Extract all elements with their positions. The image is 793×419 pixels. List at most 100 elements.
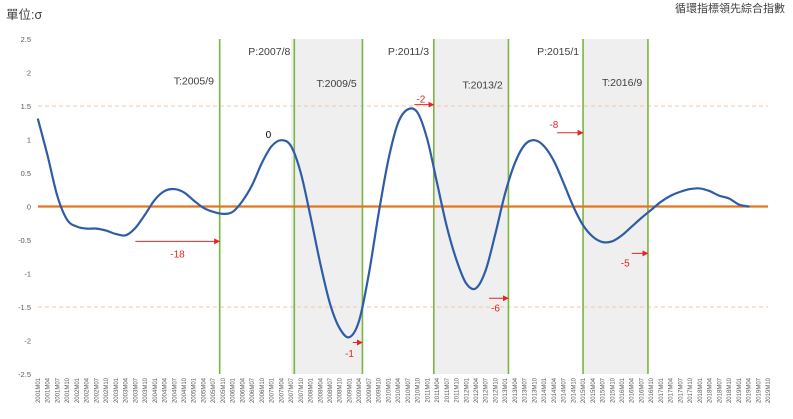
x-tick-label: 2016M01 (620, 377, 626, 403)
x-tick-label: 2017M10 (688, 377, 694, 403)
x-tick-label: 2018M10 (727, 377, 733, 403)
x-tick-label: 2015M04 (591, 377, 597, 403)
x-tick-label: 2011M01 (425, 377, 431, 402)
x-tick-label: 2001M04 (46, 377, 52, 403)
x-tick-label: 2019M07 (756, 377, 762, 403)
x-tick-label: 2012M04 (474, 377, 480, 403)
x-tick-label: 2015M01 (581, 377, 587, 403)
series-group (36, 107, 750, 339)
y-tick-label: 0.5 (21, 169, 31, 178)
x-tick-label: 2009M07 (367, 377, 373, 403)
x-tick-label: 2017M01 (659, 377, 665, 403)
x-tick-label: 2012M10 (493, 377, 499, 403)
x-tick-label: 2001M01 (36, 377, 42, 403)
x-tick-label: 2019M10 (766, 377, 772, 403)
x-tick-label: 2010M10 (416, 377, 422, 403)
y-tick-label: 2 (27, 69, 31, 78)
x-tick-label: 2013M01 (503, 377, 509, 403)
cycle-label: T:2013/2 (462, 80, 502, 92)
x-tick-label: 2004M07 (172, 377, 178, 403)
x-tick-label: 2011M10 (455, 377, 461, 402)
x-tick-label: 2011M07 (445, 377, 451, 402)
x-tick-label: 2009M01 (347, 377, 353, 403)
y-axis: 2.5 2 1.5 1 0.5 0 -0.5 -1 -1.5 -2 -2.5 (18, 35, 31, 379)
x-tick-label: 2010M07 (406, 377, 412, 403)
cycle-label: T:2016/9 (602, 77, 642, 89)
x-tick-label: 2002M10 (104, 377, 110, 403)
x-tick-label: 2007M10 (299, 377, 305, 403)
x-tick-label: 2014M10 (571, 377, 577, 403)
x-tick-label: 2009M10 (377, 377, 383, 403)
x-tick-label: 2003M04 (124, 377, 130, 403)
x-tick-label: 2005M07 (211, 377, 217, 403)
x-tick-label: 2001M10 (65, 377, 71, 403)
x-tick-label: 2014M01 (542, 377, 548, 403)
lead-label: 0 (266, 130, 272, 141)
y-tick-label: 1 (27, 136, 31, 145)
x-tick-label: 2017M04 (669, 377, 675, 403)
x-tick-label: 2017M07 (678, 377, 684, 403)
y-tick-label: -0.5 (18, 236, 31, 245)
x-tick-label: 2007M01 (270, 377, 276, 403)
x-tick-label: 2011M04 (435, 377, 441, 402)
y-tick-label: -2.5 (18, 370, 31, 379)
x-tick-label: 2008M07 (328, 377, 334, 403)
x-tick-label: 2018M04 (708, 377, 714, 403)
chart-title: 循環指標領先綜合指數 (675, 1, 785, 15)
x-tick-label: 2010M01 (386, 377, 392, 403)
lead-label: -8 (549, 120, 558, 131)
y-tick-label: -1 (24, 270, 31, 279)
x-tick-label: 2018M01 (698, 377, 704, 403)
y-tick-label: -1.5 (18, 303, 31, 312)
cycle-label: P:2011/3 (388, 46, 429, 58)
lead-label: -6 (491, 303, 500, 314)
cycle-label: T:2009/5 (316, 78, 356, 90)
x-tick-label: 2008M01 (309, 377, 315, 403)
x-tick-label: 2005M04 (201, 377, 207, 403)
x-tick-label: 2012M07 (484, 377, 490, 403)
x-tick-label: 2015M07 (601, 377, 607, 403)
x-tick-label: 2013M10 (532, 377, 538, 403)
lead-label: -1 (345, 349, 354, 360)
x-tick-label: 2009M04 (357, 377, 363, 403)
x-tick-label: 2013M04 (513, 377, 519, 403)
y-tick-label: -2 (24, 337, 31, 346)
x-tick-label: 2016M04 (630, 377, 636, 403)
lead-label: -5 (621, 258, 630, 269)
x-tick-label: 2001M07 (55, 377, 61, 403)
x-tick-label: 2002M01 (75, 377, 81, 403)
x-tick-label: 2012M01 (464, 377, 470, 403)
x-tick-label: 2018M07 (717, 377, 723, 403)
x-tick-label: 2004M01 (153, 377, 159, 403)
series-line (36, 107, 750, 339)
x-tick-label: 2006M01 (231, 377, 237, 403)
x-tick-label: 2019M04 (747, 377, 753, 403)
x-tick-label: 2005M10 (221, 377, 227, 403)
cycle-label: P:2015/1 (537, 46, 579, 58)
y-tick-label: 2.5 (21, 35, 31, 44)
x-tick-label: 2002M04 (85, 377, 91, 403)
y-tick-label: 0 (27, 203, 31, 212)
x-tick-label: 2006M07 (250, 377, 256, 403)
x-tick-label: 2002M07 (94, 377, 100, 403)
x-tick-label: 2013M07 (523, 377, 529, 403)
y-tick-label: 1.5 (21, 102, 31, 111)
x-tick-label: 2014M07 (562, 377, 568, 403)
lead-label: -2 (416, 94, 425, 105)
x-tick-label: 2007M04 (279, 377, 285, 403)
x-tick-label: 2004M04 (163, 377, 169, 403)
x-tick-label: 2014M04 (552, 377, 558, 403)
x-tick-label: 2004M10 (182, 377, 188, 403)
cycle-label: T:2005/9 (174, 76, 214, 88)
x-tick-label: 2016M10 (649, 377, 655, 403)
x-tick-label: 2008M10 (338, 377, 344, 403)
x-tick-label: 2003M10 (143, 377, 149, 403)
x-tick-label: 2008M04 (318, 377, 324, 403)
lead-annotations: -18 0 -1 -2 -6 -8 -5 (135, 94, 649, 360)
x-tick-label: 2007M07 (289, 377, 295, 403)
x-tick-label: 2010M04 (396, 377, 402, 403)
cycle-label: P:2007/8 (248, 46, 290, 58)
unit-label: 單位:σ (6, 7, 42, 22)
x-tick-label: 2015M10 (610, 377, 616, 403)
